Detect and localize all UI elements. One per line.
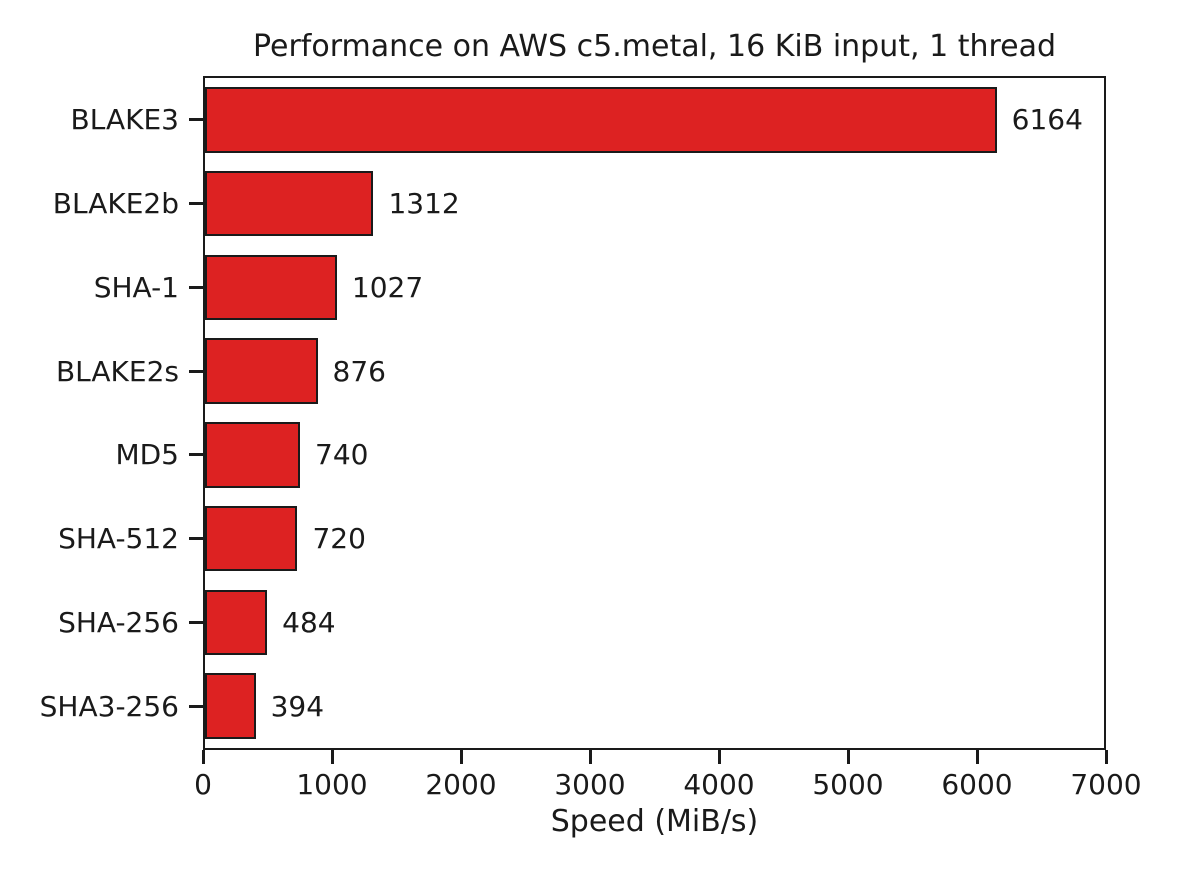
bar-band: 394 SHA3-256	[40, 664, 1104, 748]
x-tick-label: 4000	[683, 768, 755, 801]
chart-title: Performance on AWS c5.metal, 16 KiB inpu…	[252, 29, 1057, 64]
bar	[205, 170, 374, 237]
bar-band: 1312 BLAKE2b	[53, 162, 1104, 246]
bar-value-label: 484	[282, 605, 336, 639]
y-tick-mark	[189, 704, 203, 708]
x-tick-label: 0	[194, 768, 212, 801]
x-tick-mark	[1104, 750, 1108, 764]
x-tick-mark	[459, 750, 463, 764]
y-category-label: SHA3-256	[39, 689, 179, 723]
bar-value-label: 6164	[1011, 103, 1083, 137]
bar	[205, 87, 997, 153]
bar	[205, 673, 256, 739]
x-tick-mark	[588, 750, 592, 764]
y-category-label: BLAKE2s	[55, 354, 179, 388]
bar	[205, 422, 301, 488]
bar-value-label: 876	[332, 354, 386, 388]
bar-value-label: 740	[315, 438, 369, 472]
bar	[205, 589, 268, 656]
bar-band: 6164 BLAKE3	[71, 78, 1104, 162]
y-tick-mark	[189, 369, 203, 373]
y-category-label: MD5	[115, 438, 179, 472]
bar	[205, 505, 298, 572]
y-category-label: SHA-512	[58, 522, 179, 556]
bar-value-label: 394	[270, 689, 325, 723]
y-category-label: BLAKE3	[70, 103, 179, 137]
bar-band: 876 BLAKE2s	[56, 329, 1104, 413]
bar	[205, 338, 318, 404]
x-tick-mark	[846, 750, 850, 764]
x-tick-label: 5000	[812, 768, 884, 801]
y-tick-mark	[189, 537, 203, 541]
bar-band: 484 SHA-256	[58, 581, 1104, 665]
y-tick-mark	[189, 285, 203, 289]
x-axis-label: Speed (MiB/s)	[550, 804, 759, 839]
y-category-label: BLAKE2b	[52, 187, 179, 221]
y-tick-mark	[189, 118, 203, 122]
x-tick-mark	[330, 750, 334, 764]
x-tick-label: 7000	[1070, 768, 1142, 801]
plot-area: 6164 BLAKE3 1312 BLAKE2b 1027 SHA-1 876 BLAKE2s…	[40, 76, 1106, 750]
bar-value-label: 720	[312, 522, 366, 556]
x-tick-mark	[975, 750, 979, 764]
x-tick-mark	[717, 750, 721, 764]
bar-band: 720 SHA-512	[58, 497, 1104, 581]
y-tick-mark	[189, 620, 203, 624]
y-category-label: SHA-256	[58, 605, 179, 639]
y-category-label: SHA-1	[93, 270, 179, 304]
x-tick-label: 6000	[941, 768, 1013, 801]
y-tick-mark	[189, 453, 203, 457]
x-tick-label: 1000	[296, 768, 368, 801]
bar-value-label: 1312	[388, 187, 460, 221]
x-tick-label: 3000	[554, 768, 626, 801]
x-tick-label: 2000	[425, 768, 497, 801]
x-axis-ticks: 0 1000 2000 3000 4000 5000 6000 7000	[194, 750, 1142, 810]
x-tick-mark	[201, 750, 205, 764]
y-tick-mark	[189, 202, 203, 206]
bar-band: 1027 SHA-1	[94, 246, 1104, 330]
bar	[205, 254, 337, 321]
bar-band: 740 MD5	[115, 413, 1104, 497]
bar-value-label: 1027	[351, 270, 424, 304]
